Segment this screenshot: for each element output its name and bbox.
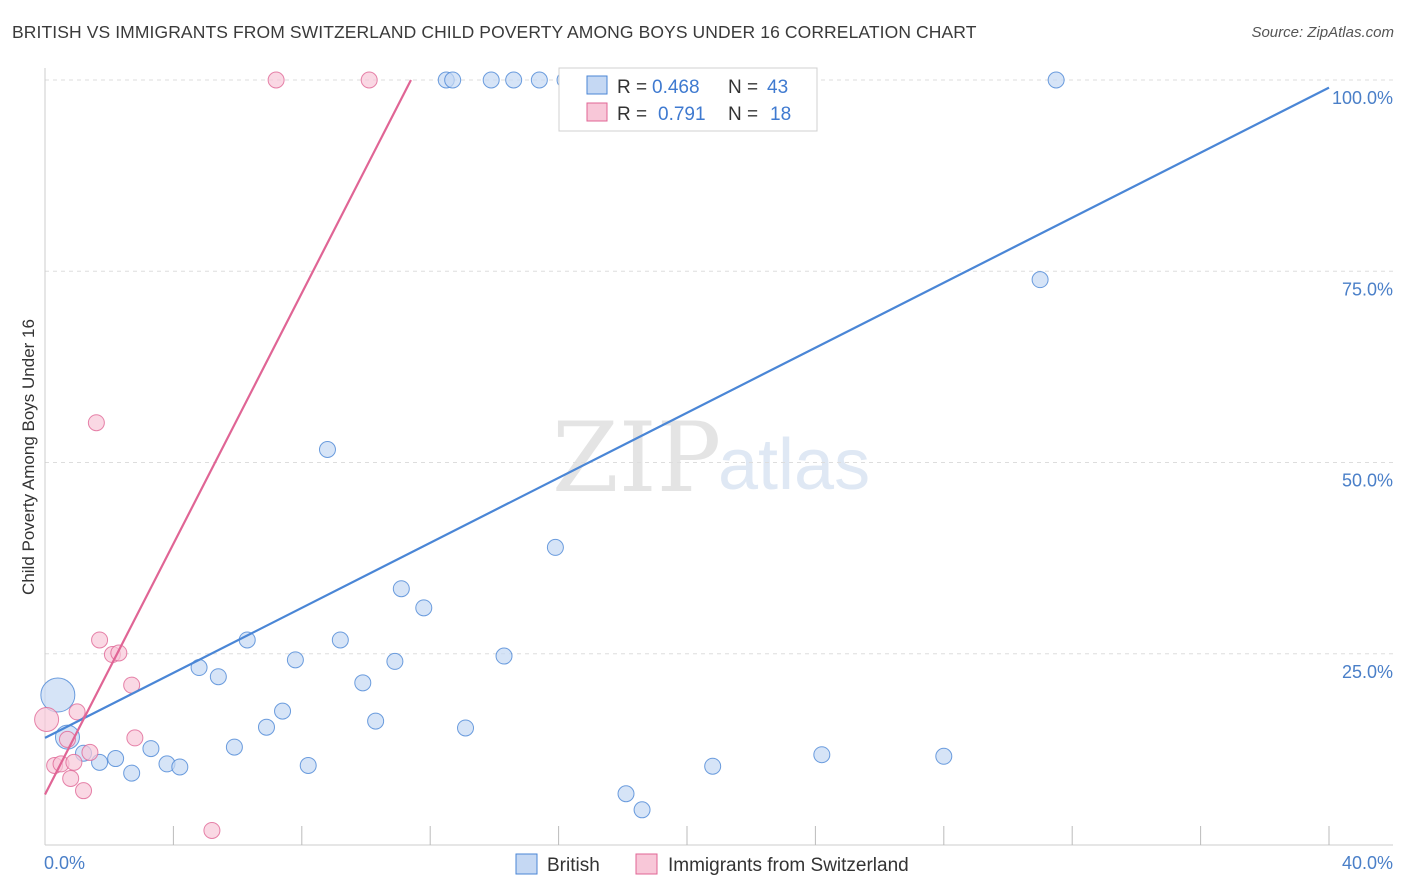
legend-label-switzerland: Immigrants from Switzerland [668,855,909,876]
british-point-8 [171,758,189,776]
british-point-6 [142,740,160,758]
watermark: ZIP atlas [552,402,870,514]
stats-r-value-british: 0.468 [652,77,700,98]
switzerland-point-10 [91,631,109,649]
trend-lines [44,79,1330,796]
british-point-27 [482,71,500,89]
british-point-39 [813,746,831,764]
british-point-14 [274,702,292,720]
british-point-29 [505,71,523,89]
switzerland-point-16 [267,71,285,89]
source-credit: Source: ZipAtlas.com [1251,24,1394,41]
british-point-40 [935,747,953,765]
british-point-13 [257,718,275,736]
switzerland-point-5 [65,753,83,771]
y-tick-label-75: 75.0% [1342,279,1393,299]
british-point-37 [704,757,722,775]
switzerland-point-17 [360,71,378,89]
british-point-4 [107,750,125,768]
y-tick-label-100: 100.0% [1332,88,1393,108]
watermark-atlas: atlas [718,425,870,505]
stats-n-label-british: N = [728,77,758,98]
switzerland-point-15 [203,821,221,839]
y-axis-label: Child Poverty Among Boys Under 16 [19,319,38,595]
british-point-23 [415,599,433,617]
switzerland-point-14 [126,729,144,747]
british-point-0 [40,677,76,713]
switzerland-point-4 [62,769,80,787]
y-axis-tick-labels: 25.0% 50.0% 75.0% 100.0% [1332,88,1393,682]
british-point-25 [444,71,462,89]
british-point-17 [318,440,336,458]
grid-lines [45,79,1393,655]
x-tick-label-min: 0.0% [44,853,85,873]
x-axis-ticks [172,826,1330,845]
british-point-31 [546,538,564,556]
british-point-15 [286,651,304,669]
stats-swatch-switzerland [586,102,608,122]
british-point-36 [633,801,651,819]
british-point-19 [354,674,372,692]
stats-n-value-british: 43 [767,77,788,98]
british-point-26 [457,719,475,737]
british-point-42 [1047,71,1065,89]
british-point-5 [123,764,141,782]
stats-r-label-switzerland: R = [617,104,647,125]
switzerland-point-6 [68,703,86,721]
british-point-16 [299,756,317,774]
stats-box: R = 0.468 N = 43 R = 0.791 N = 18 [558,67,818,132]
series-switzerland-points [34,71,378,839]
legend-swatch-switzerland [635,853,658,875]
british-point-18 [331,631,349,649]
stats-swatch-british [586,75,608,95]
y-tick-label-50: 50.0% [1342,471,1393,491]
y-tick-label-25: 25.0% [1342,662,1393,682]
british-point-22 [392,580,410,598]
british-point-21 [386,652,404,670]
switzerland-trend-line [44,79,412,796]
chart-title: BRITISH VS IMMIGRANTS FROM SWITZERLAND C… [12,22,977,42]
stats-r-value-switzerland: 0.791 [658,104,706,125]
british-point-10 [209,668,227,686]
stats-n-value-switzerland: 18 [770,104,791,125]
watermark-zip: ZIP [552,402,721,514]
british-trend-line [44,86,1330,739]
british-point-41 [1031,271,1049,289]
legend-label-british: British [547,855,600,876]
switzerland-point-0 [34,707,60,733]
british-point-35 [617,785,635,803]
legend: British Immigrants from Switzerland [515,853,909,876]
switzerland-point-7 [75,782,93,800]
switzerland-point-8 [81,743,99,761]
switzerland-point-12 [110,644,128,662]
british-point-28 [495,647,513,665]
british-point-30 [530,71,548,89]
stats-n-label-switzerland: N = [728,104,758,125]
switzerland-point-9 [87,414,105,432]
stats-r-label-british: R = [617,77,647,98]
british-point-11 [225,738,243,756]
legend-swatch-british [515,853,538,875]
x-tick-label-max: 40.0% [1342,853,1393,873]
british-point-20 [367,712,385,730]
